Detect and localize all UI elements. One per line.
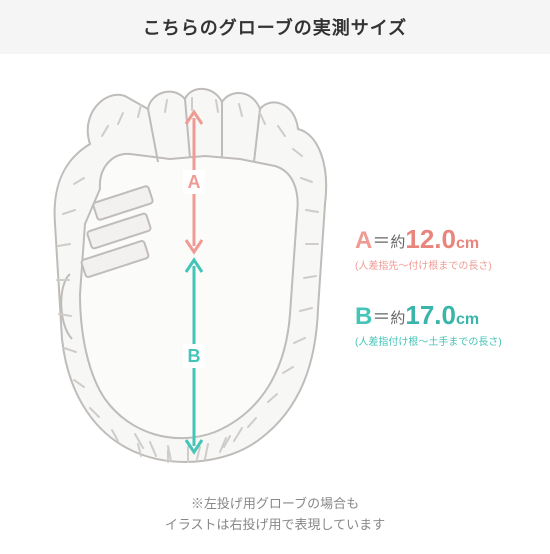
approx-text: 約 [390, 234, 405, 251]
glove-diagram: A B [30, 74, 340, 474]
footer-line-1: ※左投げ用グローブの場合も [191, 496, 359, 511]
equals-sign: ＝ [372, 307, 390, 327]
measure-label-b: B [183, 344, 205, 368]
svg-text:A: A [188, 172, 201, 192]
content-area: A B A＝約12.0cm (人差指先～付け根までの長さ) B＝約17.0cm … [0, 54, 550, 554]
measurement-a: A＝約12.0cm (人差指先～付け根までの長さ) [355, 224, 545, 272]
footer-note: ※左投げ用グローブの場合も イラストは右投げ用で表現しています [0, 494, 550, 536]
equals-sign: ＝ [372, 231, 390, 251]
glove-shape [55, 89, 327, 462]
measure-b-value: 17.0 [405, 300, 456, 330]
measure-b-label: B [355, 303, 372, 330]
measure-b-unit: cm [456, 311, 479, 328]
footer-line-2: イラストは右投げ用で表現しています [165, 517, 385, 532]
measure-a-unit: cm [456, 235, 479, 252]
header-bar: こちらのグローブの実測サイズ [0, 0, 550, 54]
measurement-readout: A＝約12.0cm (人差指先～付け根までの長さ) B＝約17.0cm (人差指… [355, 224, 545, 376]
measure-b-desc: (人差指付け根～土手までの長さ) [355, 333, 545, 348]
measure-a-label: A [355, 227, 372, 254]
measure-label-a: A [183, 170, 205, 194]
page-title: こちらのグローブの実測サイズ [0, 14, 550, 40]
measurement-b: B＝約17.0cm (人差指付け根～土手までの長さ) [355, 300, 545, 348]
measure-a-value: 12.0 [405, 224, 456, 254]
measure-a-desc: (人差指先～付け根までの長さ) [355, 257, 545, 272]
approx-text: 約 [390, 310, 405, 327]
svg-text:B: B [188, 346, 201, 366]
